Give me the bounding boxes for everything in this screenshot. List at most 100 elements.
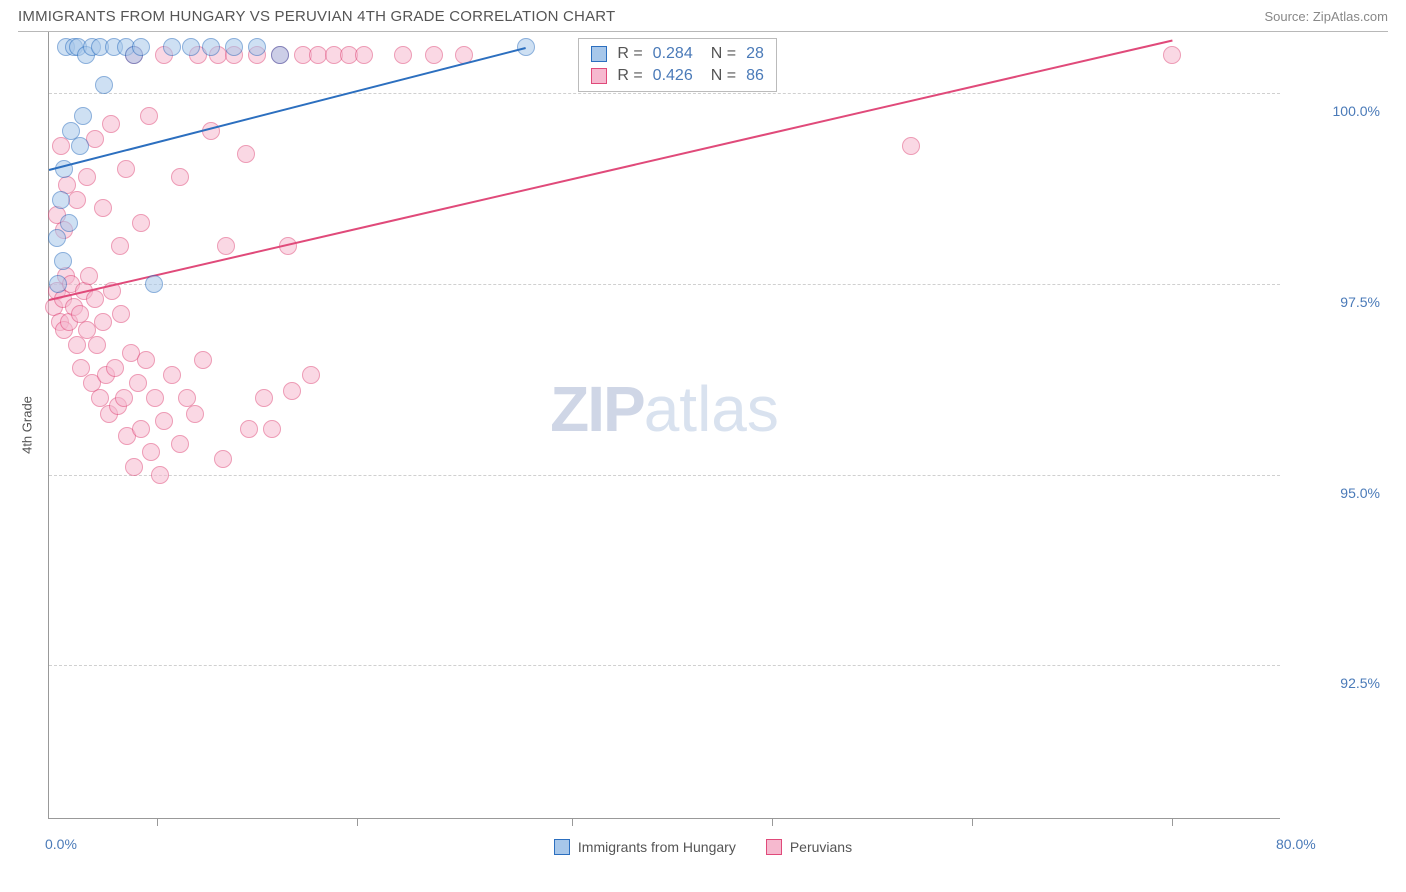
scatter-point bbox=[155, 412, 173, 430]
scatter-point bbox=[68, 191, 86, 209]
n-label: N = bbox=[711, 67, 736, 85]
scatter-point bbox=[271, 46, 289, 64]
scatter-point bbox=[78, 168, 96, 186]
scatter-point bbox=[106, 359, 124, 377]
scatter-point bbox=[240, 420, 258, 438]
x-tick bbox=[357, 818, 358, 826]
scatter-point bbox=[302, 366, 320, 384]
scatter-point bbox=[902, 137, 920, 155]
r-label: R = bbox=[617, 45, 642, 63]
scatter-point bbox=[171, 435, 189, 453]
y-axis-label: 4th Grade bbox=[20, 396, 35, 454]
scatter-point bbox=[225, 38, 243, 56]
scatter-point bbox=[52, 191, 70, 209]
scatter-point bbox=[237, 145, 255, 163]
scatter-point bbox=[125, 458, 143, 476]
gridline-h bbox=[49, 284, 1280, 285]
trend-line bbox=[49, 47, 527, 171]
scatter-point bbox=[132, 38, 150, 56]
scatter-point bbox=[283, 382, 301, 400]
legend-item-peruvians: Peruvians bbox=[766, 839, 852, 855]
legend-item-hungary: Immigrants from Hungary bbox=[554, 839, 736, 855]
scatter-point bbox=[132, 214, 150, 232]
scatter-point bbox=[394, 46, 412, 64]
scatter-point bbox=[68, 336, 86, 354]
x-tick bbox=[1172, 818, 1173, 826]
source-prefix: Source: bbox=[1264, 9, 1312, 24]
scatter-point bbox=[182, 38, 200, 56]
scatter-point bbox=[163, 366, 181, 384]
y-tick-label: 97.5% bbox=[1340, 294, 1380, 310]
n-value: 86 bbox=[746, 67, 764, 85]
legend-swatch-peruvians bbox=[766, 839, 782, 855]
legend-label-peruvians: Peruvians bbox=[790, 839, 852, 855]
scatter-point bbox=[248, 38, 266, 56]
gridline-h bbox=[49, 93, 1280, 94]
scatter-point bbox=[86, 130, 104, 148]
x-tick bbox=[572, 818, 573, 826]
scatter-point bbox=[80, 267, 98, 285]
stats-legend-row: R = 0.426 N = 86 bbox=[591, 65, 764, 87]
watermark-part1: ZIP bbox=[550, 373, 644, 445]
scatter-point bbox=[142, 443, 160, 461]
scatter-point bbox=[202, 38, 220, 56]
scatter-point bbox=[194, 351, 212, 369]
y-tick-label: 92.5% bbox=[1340, 675, 1380, 691]
n-value: 28 bbox=[746, 45, 764, 63]
scatter-point bbox=[112, 305, 130, 323]
scatter-point bbox=[62, 122, 80, 140]
scatter-point bbox=[171, 168, 189, 186]
scatter-point bbox=[132, 420, 150, 438]
scatter-point bbox=[52, 137, 70, 155]
scatter-point bbox=[74, 107, 92, 125]
scatter-point bbox=[163, 38, 181, 56]
scatter-point bbox=[95, 76, 113, 94]
bottom-legend: Immigrants from Hungary Peruvians bbox=[18, 839, 1388, 855]
scatter-point bbox=[145, 275, 163, 293]
y-tick-label: 95.0% bbox=[1340, 485, 1380, 501]
scatter-point bbox=[255, 389, 273, 407]
chart-area: 4th Grade ZIPatlas 92.5% 95.0% 97.5% 100.0%… bbox=[18, 31, 1388, 861]
scatter-point bbox=[217, 237, 235, 255]
header: IMMIGRANTS FROM HUNGARY VS PERUVIAN 4TH … bbox=[0, 0, 1406, 31]
x-tick bbox=[972, 818, 973, 826]
scatter-point bbox=[94, 199, 112, 217]
gridline-h bbox=[49, 665, 1280, 666]
legend-label-hungary: Immigrants from Hungary bbox=[578, 839, 736, 855]
scatter-point bbox=[140, 107, 158, 125]
scatter-point bbox=[151, 466, 169, 484]
r-value: 0.426 bbox=[653, 67, 693, 85]
scatter-point bbox=[263, 420, 281, 438]
scatter-point bbox=[60, 214, 78, 232]
stats-legend-row: R =0.284N =28 bbox=[591, 43, 764, 65]
scatter-point bbox=[102, 115, 120, 133]
scatter-point bbox=[54, 252, 72, 270]
legend-swatch bbox=[591, 68, 607, 84]
chart-title: IMMIGRANTS FROM HUNGARY VS PERUVIAN 4TH … bbox=[18, 8, 615, 25]
scatter-point bbox=[355, 46, 373, 64]
legend-swatch-hungary bbox=[554, 839, 570, 855]
scatter-point bbox=[186, 405, 204, 423]
scatter-point bbox=[71, 137, 89, 155]
n-label: N = bbox=[711, 45, 736, 63]
scatter-point bbox=[111, 237, 129, 255]
legend-swatch bbox=[591, 46, 607, 62]
plot-area: 4th Grade ZIPatlas 92.5%95.0%97.5%100.0%… bbox=[48, 32, 1280, 819]
watermark-part2: atlas bbox=[644, 373, 779, 445]
scatter-point bbox=[115, 389, 133, 407]
gridline-h bbox=[49, 475, 1280, 476]
scatter-point bbox=[137, 351, 155, 369]
source-label: Source: ZipAtlas.com bbox=[1264, 9, 1388, 24]
r-label: R = bbox=[617, 67, 642, 85]
scatter-point bbox=[425, 46, 443, 64]
source-name: ZipAtlas.com bbox=[1313, 9, 1388, 24]
scatter-point bbox=[117, 160, 135, 178]
watermark: ZIPatlas bbox=[550, 372, 779, 446]
scatter-point bbox=[146, 389, 164, 407]
scatter-point bbox=[1163, 46, 1181, 64]
scatter-point bbox=[48, 229, 66, 247]
scatter-point bbox=[49, 275, 67, 293]
y-tick-label: 100.0% bbox=[1333, 103, 1380, 119]
scatter-point bbox=[214, 450, 232, 468]
scatter-point bbox=[86, 290, 104, 308]
